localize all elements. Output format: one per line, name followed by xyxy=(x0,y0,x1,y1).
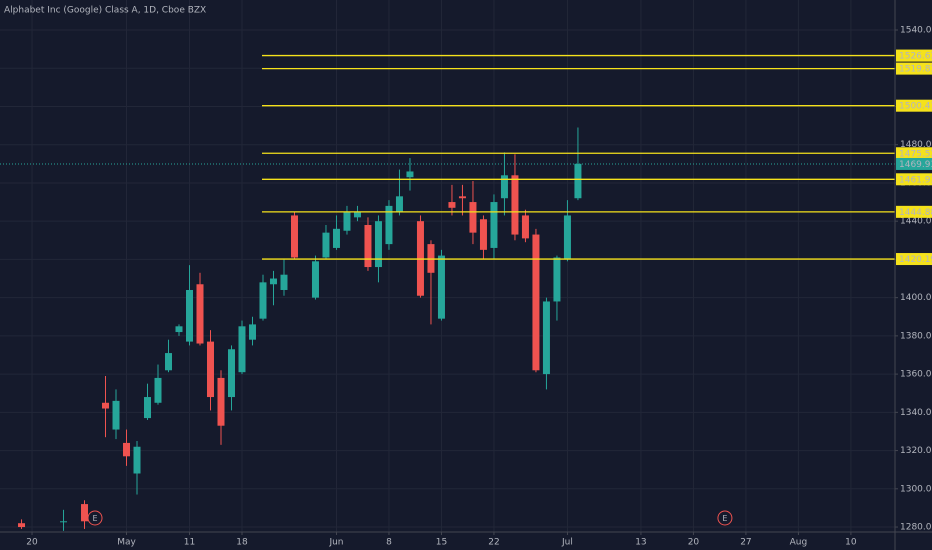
candle-body xyxy=(574,163,582,199)
y-tick-label: 1540.00 xyxy=(900,26,932,36)
candle-body xyxy=(81,504,89,522)
candle-body xyxy=(102,402,110,409)
level-label-box xyxy=(896,173,932,186)
level-label: 1461.91 xyxy=(899,175,932,185)
event-label: E xyxy=(722,514,727,523)
x-tick-label: 15 xyxy=(436,538,447,548)
x-tick-label: Jul xyxy=(561,538,573,548)
candle-body xyxy=(280,274,288,290)
level-label-box xyxy=(896,253,932,266)
candle-body xyxy=(448,202,456,208)
x-tick-label: 10 xyxy=(845,538,857,548)
x-tick-label: 20 xyxy=(26,538,38,548)
candle-body xyxy=(374,221,382,268)
level-label: 1420.19 xyxy=(899,255,932,265)
level-label: 1500.41 xyxy=(899,102,932,112)
candle-body xyxy=(469,202,477,233)
candle-body xyxy=(353,211,361,218)
candle-body xyxy=(123,442,131,457)
candle-body xyxy=(563,215,571,260)
candle-body xyxy=(175,326,183,333)
candle-body xyxy=(395,196,403,212)
candle-body xyxy=(343,211,351,231)
candle-body xyxy=(322,232,330,258)
candle-body xyxy=(259,282,267,319)
candle-body xyxy=(206,341,214,398)
candle-body xyxy=(227,349,235,398)
candle-body xyxy=(60,521,68,523)
event-label: E xyxy=(92,514,97,523)
candle-body xyxy=(542,301,550,375)
candle-body xyxy=(248,324,256,340)
x-tick-label: Jun xyxy=(328,538,343,548)
level-label-box xyxy=(896,205,932,218)
level-label-box xyxy=(896,62,932,75)
candle-body xyxy=(144,397,152,419)
level-label-box xyxy=(896,49,932,62)
level-label: 1444.88 xyxy=(899,208,932,218)
candle-body xyxy=(553,257,561,302)
grid xyxy=(0,0,895,532)
price-axis xyxy=(895,0,932,550)
candle-body xyxy=(165,353,173,371)
candle-body xyxy=(385,205,393,245)
level-label-box xyxy=(896,147,932,160)
axes: 1280.00 1300.00 1320.00 1340.00 1360.00 1380.… xyxy=(26,26,932,548)
candle-body xyxy=(332,228,340,248)
candle-body xyxy=(479,219,487,250)
candle-body xyxy=(238,326,246,373)
candle-body xyxy=(18,523,26,528)
candle-body xyxy=(269,278,277,285)
level-label: 1519.81 xyxy=(899,65,932,75)
level-label-box xyxy=(896,99,932,112)
y-tick-label: 1320.00 xyxy=(900,446,932,456)
candle-body xyxy=(458,196,466,199)
candle-body xyxy=(290,215,298,258)
x-tick-label: 22 xyxy=(488,538,499,548)
x-tick-label: 13 xyxy=(635,538,646,548)
x-tick-label: 8 xyxy=(386,538,392,548)
y-tick-label: 1380.00 xyxy=(900,331,932,341)
x-tick-label: May xyxy=(117,538,136,548)
candle-body xyxy=(154,377,162,403)
y-tick-label: 1400.00 xyxy=(900,293,932,303)
x-tick-label: 27 xyxy=(740,538,751,548)
event-marker xyxy=(87,510,103,526)
last-price-box xyxy=(896,157,932,170)
candle-body xyxy=(511,175,519,235)
x-tick-label: 11 xyxy=(184,538,195,548)
candle-body xyxy=(217,377,225,426)
candle-body xyxy=(364,224,372,268)
x-tick-label: Aug xyxy=(790,538,808,548)
x-tick-label: 20 xyxy=(688,538,700,548)
candle-body xyxy=(133,446,141,474)
candle-body xyxy=(490,202,498,248)
candle-body xyxy=(500,175,508,199)
x-tick-label: 18 xyxy=(236,538,248,548)
y-tick-label: 1440.00 xyxy=(900,217,932,227)
candle-body xyxy=(532,234,540,371)
candle-body xyxy=(437,255,445,319)
candle-body xyxy=(406,171,414,178)
time-axis xyxy=(0,532,932,550)
candle-body xyxy=(521,215,529,239)
chart-title: Alphabet Inc (Google) Class A, 1D, Cboe … xyxy=(4,6,206,16)
level-label: 1526.63 xyxy=(899,52,932,62)
last-price-label: 1469.93 xyxy=(899,160,932,170)
event-marker xyxy=(717,510,733,526)
candle-body xyxy=(196,284,204,344)
level-label: 1475.53 xyxy=(899,149,932,159)
y-tick-label: 1280.00 xyxy=(900,523,932,533)
candle-body xyxy=(185,289,193,342)
candle-body xyxy=(112,400,120,430)
y-tick-label: 1340.00 xyxy=(900,408,932,418)
y-tick-label: 1480.00 xyxy=(900,140,932,150)
y-tick-label: 1300.00 xyxy=(900,484,932,494)
candle-body xyxy=(311,261,319,298)
y-tick-label: 1360.00 xyxy=(900,370,932,380)
